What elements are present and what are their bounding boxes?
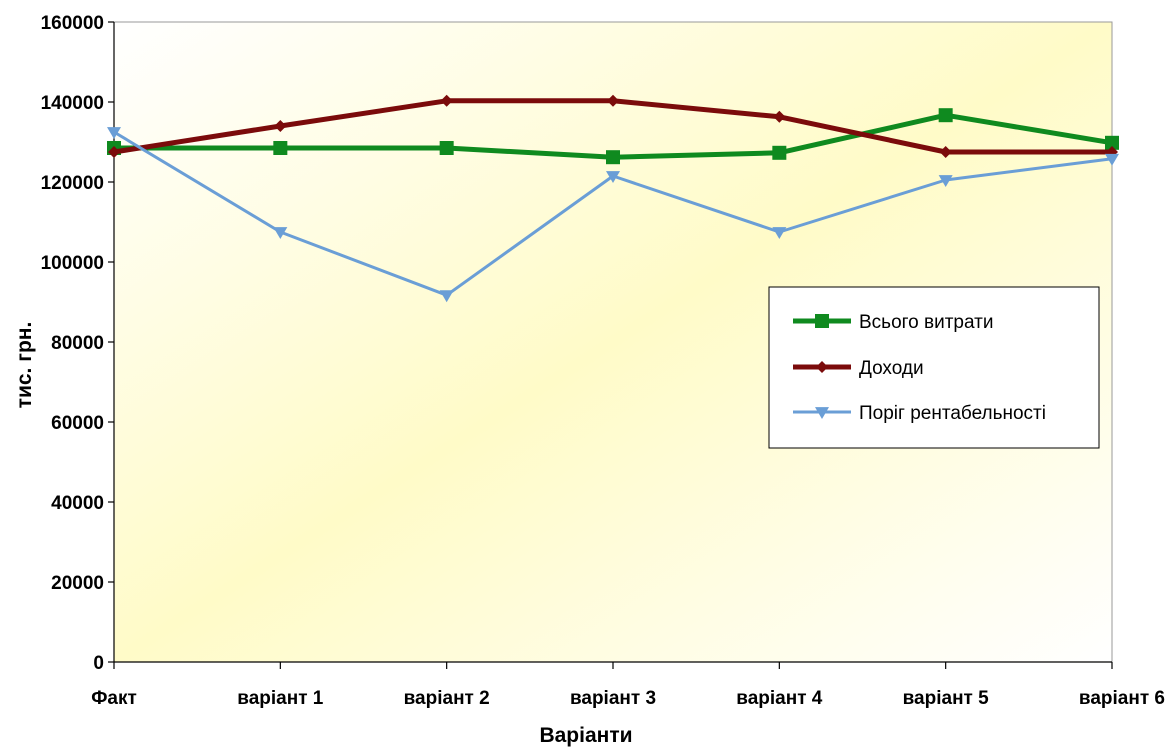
data-point [815, 314, 829, 328]
x-tick-label: варіант 2 [404, 688, 490, 709]
y-tick-label: 60000 [51, 413, 104, 434]
data-point [273, 141, 288, 155]
y-tick-label: 20000 [51, 573, 104, 594]
data-point [273, 227, 288, 239]
x-tick-label: Факт [91, 688, 137, 709]
data-point [938, 108, 953, 123]
legend-item: Поріг рентабельності [793, 403, 1046, 424]
series-3 [107, 127, 1119, 303]
x-axis: Факт варіант 1 варіант 2 варіант 3 варіант 4… [91, 661, 1165, 709]
y-axis: 0 20000 40000 60000 80000 100000 120000 140000 1… [41, 13, 115, 674]
data-point [108, 146, 120, 158]
data-point [440, 94, 453, 107]
data-point [815, 407, 829, 419]
legend-label: Всього витрати [859, 312, 993, 333]
y-tick-label: 80000 [51, 333, 104, 354]
series-2 [108, 94, 1118, 158]
data-point [1105, 135, 1119, 150]
legend-label: Доходи [859, 358, 924, 379]
x-tick-label: варіант 1 [237, 688, 324, 709]
x-tick-label: варіант 5 [903, 688, 990, 709]
data-point [773, 110, 786, 123]
y-tick-label: 140000 [41, 93, 104, 114]
x-tick-label: варіант 4 [736, 688, 823, 709]
legend: Всього витрати Доходи Поріг рентабельності [768, 286, 1100, 449]
data-point [607, 94, 619, 107]
data-point [1105, 153, 1119, 166]
x-axis-title: Варіанти [539, 724, 632, 747]
y-tick-label: 160000 [41, 13, 104, 34]
data-point [939, 146, 952, 158]
data-point [439, 290, 454, 303]
legend-item: Доходи [793, 358, 924, 379]
y-tick-label: 120000 [41, 173, 104, 194]
legend-item: Всього витрати [793, 312, 993, 333]
data-point [439, 141, 454, 155]
data-point [772, 145, 787, 160]
y-axis-title: тис. грн. [13, 322, 36, 409]
y-tick-label: 40000 [51, 493, 104, 514]
x-tick-label: варіант 6 [1079, 688, 1165, 709]
data-point [606, 171, 620, 183]
data-point [606, 150, 620, 165]
series-layer [107, 94, 1119, 303]
y-tick-label: 100000 [41, 253, 104, 274]
data-point [772, 227, 787, 239]
legend-label: Поріг рентабельності [859, 403, 1046, 424]
data-point [107, 127, 121, 139]
data-point [816, 361, 828, 373]
data-point [274, 120, 287, 132]
x-tick-label: варіант 3 [570, 688, 656, 709]
y-tick-label: 0 [93, 653, 104, 674]
data-point [938, 175, 953, 187]
